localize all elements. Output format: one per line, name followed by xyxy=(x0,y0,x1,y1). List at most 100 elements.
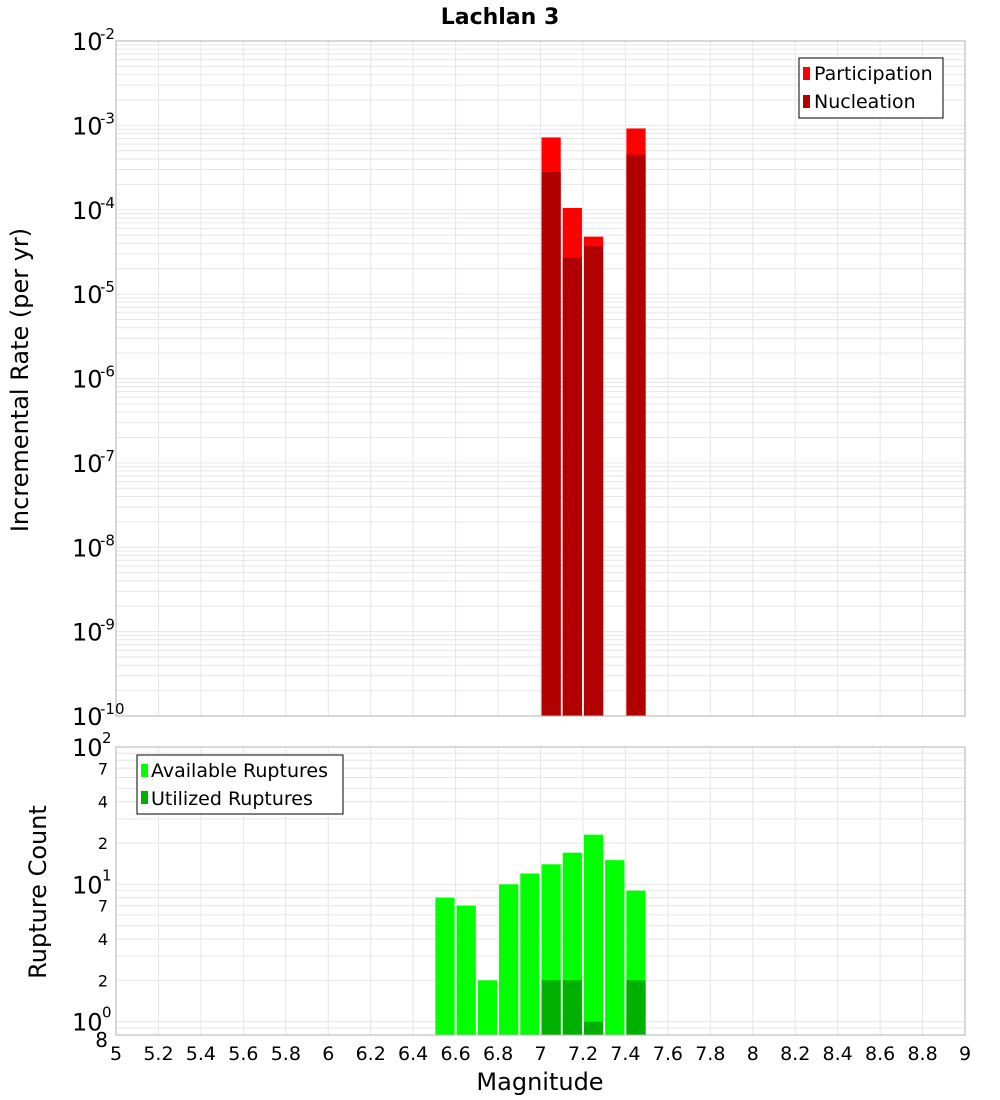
count-y-axis-label: Rupture Count xyxy=(24,805,52,979)
legend-nucleation-swatch xyxy=(803,95,810,108)
available-bar xyxy=(456,905,476,1035)
nucleation-bar xyxy=(626,154,646,716)
rate-y-tick-label: 10-3 xyxy=(72,109,115,140)
svg-text:2: 2 xyxy=(98,971,108,990)
count-y-tick-label: 2 xyxy=(98,971,108,990)
svg-text:10: 10 xyxy=(72,1009,103,1037)
rate-y-tick-label: 10-8 xyxy=(72,531,115,562)
svg-text:1: 1 xyxy=(102,866,112,884)
svg-text:4: 4 xyxy=(98,793,108,812)
svg-text:4: 4 xyxy=(98,930,108,949)
nucleation-bar xyxy=(583,246,604,716)
x-tick-label: 8.6 xyxy=(865,1043,895,1065)
svg-text:-4: -4 xyxy=(100,194,115,212)
legend-available-label: Available Ruptures xyxy=(151,760,328,782)
x-tick-label: 5 xyxy=(110,1043,122,1065)
utilized-bar xyxy=(583,1021,604,1035)
count-bars xyxy=(435,834,646,1035)
x-tick-label: 7.4 xyxy=(610,1043,640,1065)
x-tick-label: 6.4 xyxy=(398,1043,428,1065)
count-plot-frame xyxy=(115,746,966,1036)
x-tick-label: 8.8 xyxy=(907,1043,937,1065)
svg-text:2: 2 xyxy=(98,834,108,853)
svg-text:10: 10 xyxy=(72,112,103,140)
svg-text:10: 10 xyxy=(72,281,103,309)
utilized-bar xyxy=(541,980,561,1035)
svg-text:-9: -9 xyxy=(100,616,115,634)
nucleation-bar xyxy=(562,257,582,716)
available-bar xyxy=(583,834,604,1035)
svg-text:-8: -8 xyxy=(100,531,115,549)
legend-available-swatch xyxy=(141,764,148,777)
svg-text:10: 10 xyxy=(72,619,103,647)
x-tick-label: 6 xyxy=(322,1043,334,1065)
count-legend: Available Ruptures Utilized Ruptures xyxy=(136,754,344,815)
svg-text:-6: -6 xyxy=(100,363,115,381)
svg-text:10: 10 xyxy=(72,450,103,478)
svg-text:10: 10 xyxy=(72,366,103,394)
chart-title: Lachlan 3 xyxy=(441,5,560,30)
x-tick-label: 7.6 xyxy=(653,1043,683,1065)
legend-utilized-swatch xyxy=(141,791,148,804)
legend-participation-swatch xyxy=(803,67,810,80)
count-y-tick-label: 7 xyxy=(98,759,108,778)
rate-y-tick-label: 10-9 xyxy=(72,616,115,647)
svg-text:10: 10 xyxy=(72,28,103,56)
svg-text:10: 10 xyxy=(72,197,103,225)
x-tick-label: 6.8 xyxy=(483,1043,513,1065)
count-y-tick-label: 8 xyxy=(95,1028,108,1052)
x-tick-label: 8.2 xyxy=(780,1043,810,1065)
available-bar xyxy=(435,897,455,1035)
svg-text:10: 10 xyxy=(72,734,103,762)
count-y-tick-label: 10 1 xyxy=(72,866,112,899)
x-tick-label: 7 xyxy=(534,1043,546,1065)
nucleation-bar xyxy=(541,172,561,716)
svg-text:2: 2 xyxy=(102,729,112,747)
x-tick-label: 5.2 xyxy=(143,1043,173,1065)
x-tick-label: 9 xyxy=(959,1043,971,1065)
rate-grid xyxy=(115,41,966,717)
svg-text:-10: -10 xyxy=(100,700,125,718)
available-bar xyxy=(499,884,519,1035)
svg-text:-3: -3 xyxy=(100,109,115,127)
x-tick-label: 5.8 xyxy=(271,1043,301,1065)
svg-text:0: 0 xyxy=(102,1004,112,1022)
x-tick-label: 7.2 xyxy=(568,1043,598,1065)
rate-y-tick-label: 10-7 xyxy=(72,447,115,478)
x-tick-label: 5.6 xyxy=(228,1043,258,1065)
rate-bars xyxy=(541,128,646,716)
legend-nucleation-label: Nucleation xyxy=(814,91,916,113)
available-bar xyxy=(520,873,540,1035)
utilized-bar xyxy=(626,980,646,1035)
utilized-bar xyxy=(562,980,582,1035)
count-y-tick-label: 10 2 xyxy=(72,729,112,762)
svg-text:-2: -2 xyxy=(100,25,115,43)
svg-text:-7: -7 xyxy=(100,447,115,465)
rate-y-ticks: 10-210-310-410-510-610-710-810-910-10 xyxy=(72,25,125,731)
count-y-tick-label: 4 xyxy=(98,793,108,812)
x-tick-label: 5.4 xyxy=(186,1043,216,1065)
count-y-tick-label: 10 0 xyxy=(72,1004,112,1037)
available-bar xyxy=(605,860,625,1035)
rate-y-tick-label: 10-6 xyxy=(72,363,115,394)
x-tick-label: 6.6 xyxy=(440,1043,470,1065)
svg-text:-5: -5 xyxy=(100,278,115,296)
x-tick-label: 7.8 xyxy=(695,1043,725,1065)
svg-text:7: 7 xyxy=(98,897,108,916)
rate-y-tick-label: 10-2 xyxy=(72,25,115,56)
x-tick-label: 8 xyxy=(747,1043,759,1065)
rate-y-tick-label: 10-5 xyxy=(72,278,115,309)
rate-legend-box xyxy=(798,57,944,119)
x-axis-label: Magnitude xyxy=(476,1068,603,1096)
count-y-tick-label: 2 xyxy=(98,834,108,853)
svg-text:10: 10 xyxy=(72,534,103,562)
rate-y-tick-label: 10-4 xyxy=(72,194,115,225)
svg-text:10: 10 xyxy=(72,703,103,731)
count-y-tick-label: 4 xyxy=(98,930,108,949)
x-tick-label: 6.2 xyxy=(356,1043,386,1065)
x-tick-label: 8.4 xyxy=(823,1043,853,1065)
rate-legend: Participation Nucleation xyxy=(798,57,944,119)
legend-utilized-label: Utilized Ruptures xyxy=(151,788,313,810)
